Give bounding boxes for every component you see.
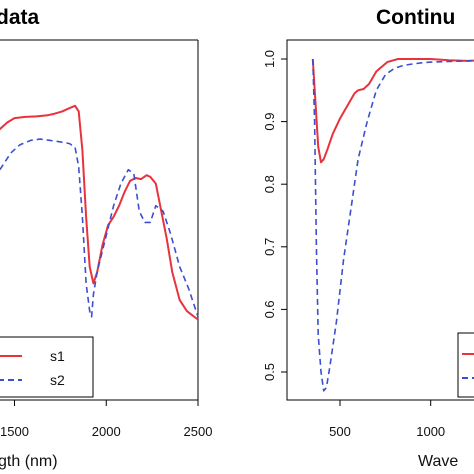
right-series-group: [311, 58, 474, 392]
right-y-tick-label-3: 0.8: [262, 175, 277, 193]
right-x-tick-label-0: 500: [329, 424, 351, 439]
right-y-tick-label-1: 0.6: [262, 300, 277, 318]
right-y-tick-label-2: 0.7: [262, 238, 277, 256]
left-x-tick-label-1: 2000: [92, 424, 121, 439]
right-y-tick-label-0: 0.5: [262, 363, 277, 381]
left-legend-box: [0, 336, 94, 398]
legend-s1-label: s1: [50, 348, 65, 364]
right-y-tick-label-5: 1.0: [262, 50, 277, 68]
left-series-group: [0, 104, 199, 321]
right-series-line-blue-dashed: [312, 58, 474, 392]
left-panel: data 1500 2000 2500 gth (nm) s1 s2: [0, 6, 212, 470]
right-y-ticks: 0.5 0.6 0.7 0.8 0.9 1.0: [262, 50, 287, 381]
right-series-line-red-solid: [311, 58, 474, 164]
left-x-tick-label-2: 2500: [184, 424, 213, 439]
right-y-tick-label-4: 0.9: [262, 113, 277, 131]
right-legend-box: [457, 332, 474, 398]
left-legend: s1 s2: [0, 336, 94, 398]
left-series-line-s2: [0, 138, 199, 318]
legend-s2-label: s2: [50, 372, 65, 388]
left-series-line-s1: [0, 104, 199, 321]
right-x-ticks: 500 1000: [329, 400, 445, 439]
left-title: data: [0, 6, 40, 29]
right-plot-frame: [286, 39, 474, 401]
right-x-tick-label-1: 1000: [416, 424, 445, 439]
right-legend: [457, 332, 474, 398]
right-title: Continu: [376, 6, 455, 29]
left-x-tick-label-0: 1500: [0, 424, 29, 439]
right-x-axis-label: Wave: [418, 453, 458, 470]
left-x-axis-label: gth (nm): [0, 453, 58, 470]
right-panel: Continu 0.5 0.6 0.7 0.8 0.9 1.0 500 1000 Wave: [262, 6, 474, 470]
left-x-ticks: 1500 2000 2500: [0, 400, 212, 439]
